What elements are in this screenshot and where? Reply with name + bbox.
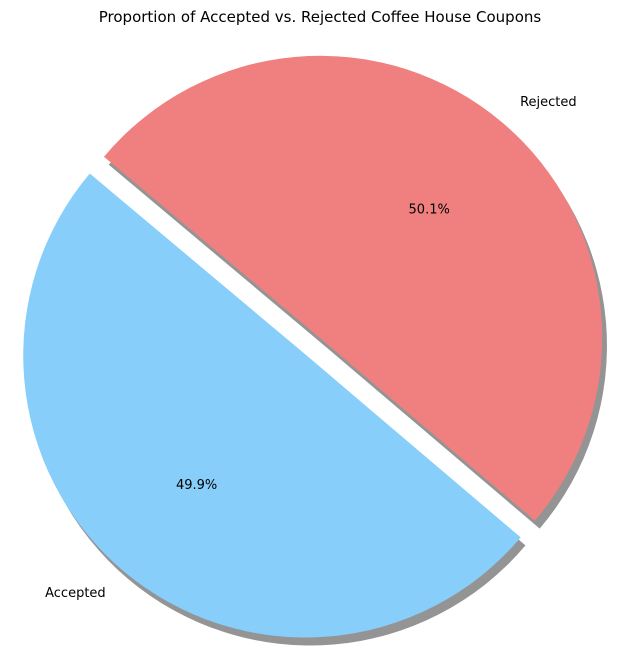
percent-label-rejected: 50.1% (409, 203, 450, 218)
slice-labels: Accepted 49.9% Rejected 50.1% (45, 95, 577, 601)
slice-accepted (23, 173, 521, 638)
label-accepted: Accepted (45, 586, 106, 601)
chart-title: Proportion of Accepted vs. Rejected Coff… (99, 8, 542, 26)
slice-rejected (103, 55, 603, 521)
percent-label-accepted: 49.9% (176, 478, 217, 493)
label-rejected: Rejected (520, 95, 577, 110)
slices (23, 55, 603, 638)
